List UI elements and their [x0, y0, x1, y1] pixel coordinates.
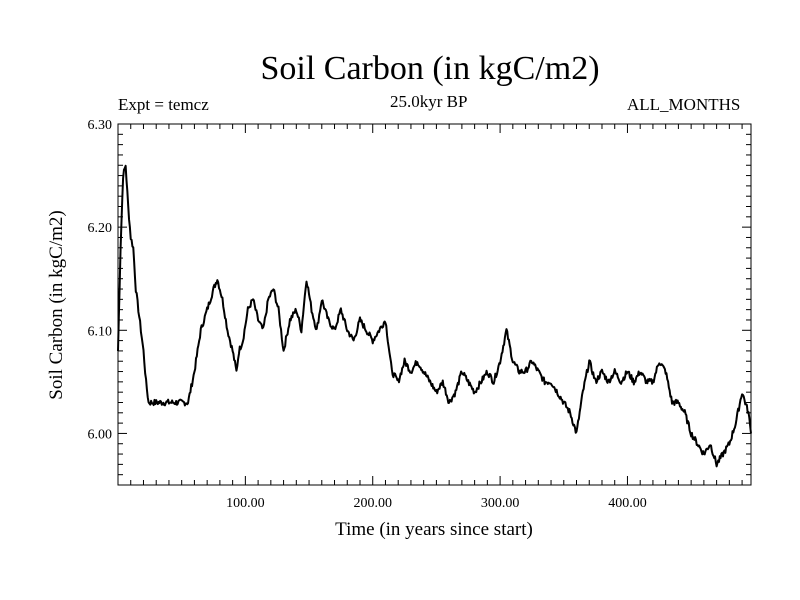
chart-title: Soil Carbon (in kgC/m2) [260, 50, 600, 87]
y-axis-label: Soil Carbon (in kgC/m2) [46, 210, 67, 399]
plot-frame [117, 123, 752, 486]
y-tick-label: 6.20 [88, 221, 113, 236]
series-line [117, 164, 752, 468]
x-tick-label: 100.00 [226, 496, 265, 511]
experiment-label: Expt = temcz [118, 95, 209, 114]
epoch-label: 25.0kyr BP [390, 92, 468, 111]
x-axis-label: Time (in years since start) [335, 519, 533, 540]
x-tick-label: 400.00 [608, 496, 647, 511]
y-tick-label: 6.00 [88, 427, 113, 442]
y-tick-label: 6.30 [88, 118, 113, 133]
axis-ticks [118, 123, 751, 486]
axis-tick-labels: 100.00 200.00 300.00 400.00 6.00 6.10 6.20 6.30 [88, 118, 647, 511]
x-tick-label: 200.00 [353, 496, 392, 511]
x-tick-label: 300.00 [481, 496, 520, 511]
y-tick-label: 6.10 [88, 324, 113, 339]
months-label: ALL_MONTHS [627, 95, 741, 114]
